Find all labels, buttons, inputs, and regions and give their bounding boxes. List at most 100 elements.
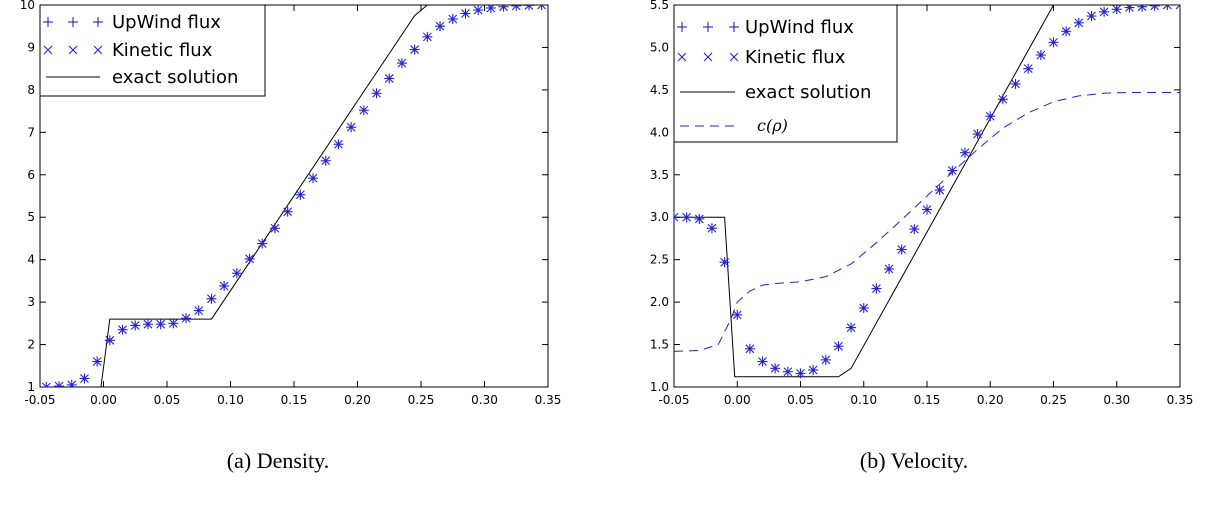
- legend-upwind-point: [43, 17, 53, 27]
- kinetic-point: [808, 365, 818, 375]
- upwind-point: [536, 5, 547, 10]
- kinetic-point: [67, 380, 77, 387]
- kinetic-point: [397, 58, 407, 68]
- kinetic-point: [308, 173, 318, 183]
- kinetic-point: [270, 223, 280, 233]
- kinetic-point: [985, 111, 995, 121]
- kinetic-point: [168, 318, 178, 328]
- kinetic-point: [720, 257, 729, 267]
- x-tick-label: 0.10: [850, 393, 877, 407]
- y-tick-label: 1: [27, 380, 35, 394]
- kinetic-point: [872, 284, 881, 293]
- kinetic-point: [1112, 5, 1122, 14]
- y-tick-label: 6: [27, 168, 35, 182]
- kinetic-point: [1162, 5, 1172, 10]
- kinetic-point: [1049, 37, 1058, 47]
- legend-upwind-point: [677, 22, 687, 32]
- kinetic-point: [372, 88, 381, 98]
- x-tick-label: 0.00: [90, 393, 117, 407]
- exact-solution-line: [40, 5, 548, 387]
- kinetic-point: [770, 363, 780, 373]
- kinetic-point: [156, 319, 166, 329]
- kinetic-point: [143, 319, 153, 329]
- x-tick-label: 0.20: [977, 393, 1004, 407]
- kinetic-point: [435, 21, 445, 31]
- kinetic-point: [1074, 18, 1084, 28]
- kinetic-point: [758, 357, 767, 366]
- kinetic-point: [947, 166, 957, 175]
- kinetic-point: [1125, 5, 1134, 12]
- kinetic-point: [41, 382, 51, 387]
- y-tick-label: 3: [27, 295, 35, 309]
- x-tick-label: 0.25: [1040, 393, 1067, 407]
- y-tick-label: 2.5: [650, 253, 669, 267]
- velocity-legend: UpWind flux Kinetic flux exact solution …: [673, 4, 898, 143]
- x-tick-label: 0.30: [1103, 393, 1130, 407]
- legend-upwind-point: [703, 22, 713, 32]
- kinetic-point: [499, 5, 508, 12]
- kinetic-point: [998, 94, 1008, 104]
- x-tick-label: 0.10: [217, 393, 244, 407]
- density-chart: -0.05 0.00 0.05 0.10 0.15 0.20 0.25 0.30 0.35 1 2 3…: [20, 0, 562, 407]
- legend-kinetic-marker: [43, 45, 103, 55]
- velocity-data: [674, 5, 1180, 379]
- kinetic-point: [181, 313, 191, 323]
- y-tick-label: 1.0: [650, 380, 669, 394]
- kinetic-point: [1150, 5, 1160, 11]
- kinetic-point: [897, 245, 907, 254]
- x-tick-label: 0.05: [154, 393, 181, 407]
- kinetic-point: [511, 5, 521, 11]
- density-legend: UpWind flux Kinetic flux exact solution: [39, 4, 266, 97]
- density-axis-ticks: -0.05 0.00 0.05 0.10 0.15 0.20 0.25 0.30 0.35 1 2 3…: [20, 0, 562, 407]
- legend-kinetic-marker: [677, 52, 739, 62]
- kinetic-point: [232, 268, 242, 278]
- velocity-chart: -0.05 0.00 0.05 0.10 0.15 0.20 0.25 0.30 0.35 1.0…: [650, 0, 1193, 407]
- kinetic-point: [859, 303, 869, 313]
- legend-kinetic-point: [93, 45, 103, 55]
- legend-kinetic-point: [68, 45, 78, 55]
- kinetic-point: [448, 14, 458, 24]
- legend-kinetic-label: Kinetic flux: [112, 40, 213, 61]
- kinetic-point: [486, 5, 496, 13]
- caption-velocity: (b) Velocity.: [859, 448, 969, 473]
- kinetic-point: [245, 254, 254, 264]
- y-tick-label: 5.5: [650, 0, 669, 12]
- x-tick-label: 0.05: [787, 393, 814, 407]
- kinetic-point: [92, 357, 102, 366]
- kinetic-point: [461, 9, 470, 18]
- legend-exact-label: exact solution: [745, 82, 871, 103]
- kinetic-point: [257, 239, 267, 248]
- kinetic-point: [846, 323, 856, 332]
- exact-solution-line: [674, 5, 1180, 378]
- density-legend-box: [39, 4, 266, 97]
- legend-exact-label: exact solution: [112, 67, 238, 88]
- kinetic-point: [960, 148, 970, 158]
- y-tick-label: 1.5: [650, 338, 669, 352]
- kinetic-point: [1087, 11, 1096, 21]
- kinetic-point: [732, 310, 742, 320]
- legend-upwind-label: UpWind flux: [112, 12, 221, 33]
- legend-upwind-marker: [677, 22, 739, 32]
- legend-upwind-point: [729, 22, 739, 32]
- kinetic-point: [973, 129, 982, 139]
- legend-kinetic-label: Kinetic flux: [745, 47, 846, 68]
- velocity-legend-box: [673, 4, 898, 143]
- y-tick-label: 5.0: [650, 40, 669, 54]
- kinetic-point: [1061, 26, 1071, 36]
- legend-upwind-point: [68, 17, 78, 27]
- y-tick-label: 3.0: [650, 210, 669, 224]
- kinetic-point: [674, 212, 679, 222]
- x-tick-label: 0.15: [281, 393, 308, 407]
- y-tick-label: 7: [27, 125, 35, 139]
- y-tick-label: 2: [27, 338, 35, 352]
- kinetic-point: [682, 212, 692, 222]
- legend-kinetic-point: [703, 52, 713, 62]
- upwind-point: [674, 212, 679, 223]
- x-tick-label: 0.20: [344, 393, 371, 407]
- legend-upwind-point: [93, 17, 103, 27]
- x-tick-label: -0.05: [658, 393, 689, 407]
- y-tick-label: 3.5: [650, 168, 669, 182]
- legend-c-rho-label: c(ρ): [757, 116, 788, 135]
- y-tick-label: 8: [27, 83, 35, 97]
- kinetic-point: [796, 369, 805, 378]
